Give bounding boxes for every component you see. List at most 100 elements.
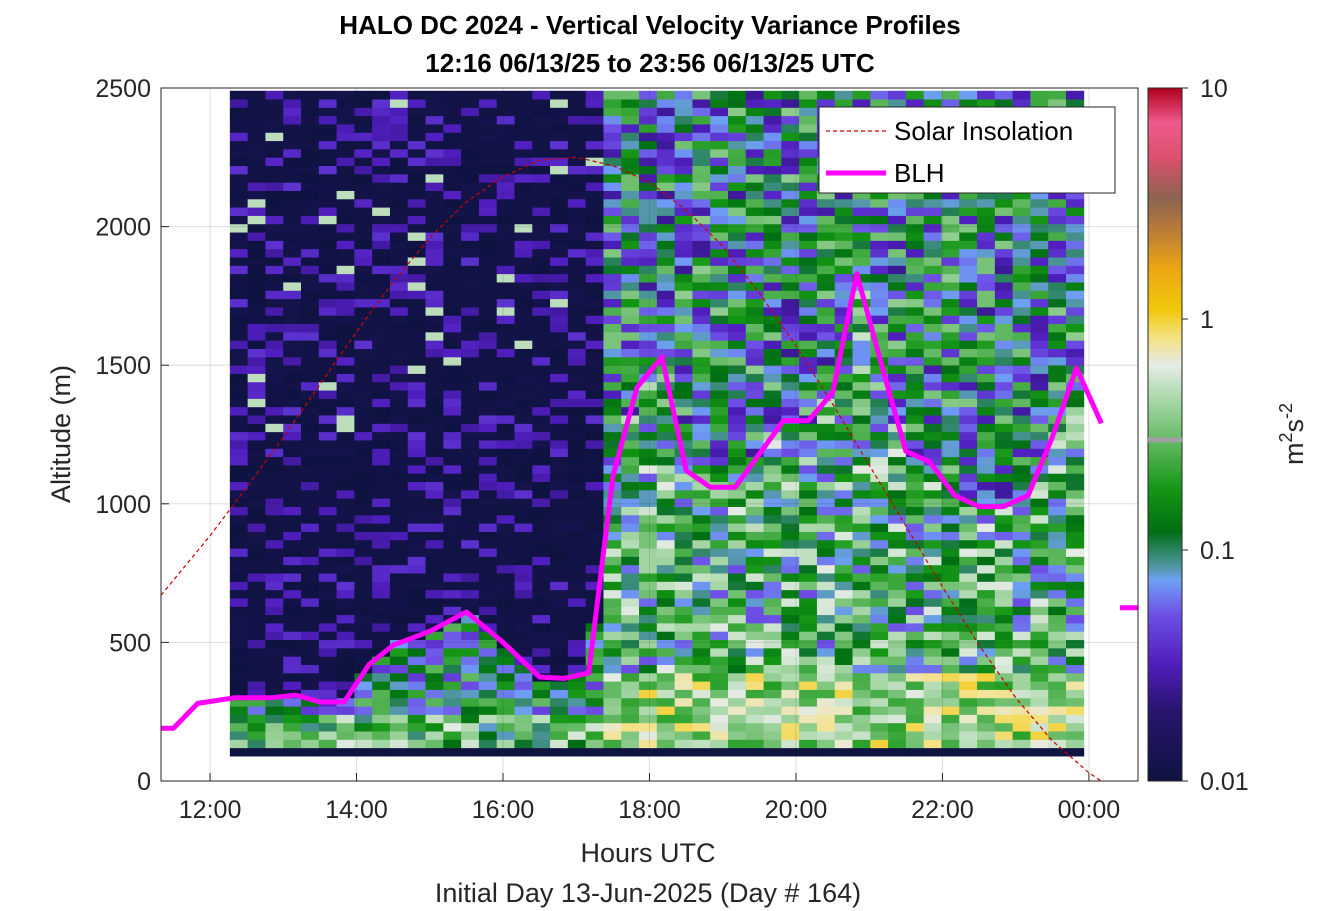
heatmap-cell <box>692 331 711 341</box>
heatmap-cell <box>603 548 622 557</box>
heatmap-cell <box>692 107 711 117</box>
heatmap-cell <box>550 365 569 374</box>
heatmap-cell <box>461 506 480 516</box>
heatmap-cell <box>763 323 782 333</box>
heatmap-cell <box>478 448 498 458</box>
heatmap-cell <box>283 265 302 275</box>
heatmap-cell <box>763 556 782 566</box>
heatmap-cell <box>247 556 266 566</box>
heatmap-cell <box>301 107 320 117</box>
heatmap-cell <box>532 165 551 175</box>
heatmap-cell <box>283 223 302 233</box>
heatmap-cell <box>372 548 391 557</box>
heatmap-cell <box>905 232 925 241</box>
heatmap-cell <box>354 523 373 532</box>
heatmap-cell <box>567 173 587 183</box>
heatmap-cell <box>354 182 373 191</box>
heatmap-cell <box>372 124 391 133</box>
heatmap-cell <box>674 747 693 757</box>
heatmap-cell <box>745 381 764 391</box>
heatmap-cell <box>977 623 996 632</box>
heatmap-cell <box>888 298 907 308</box>
heatmap-cell <box>905 598 925 607</box>
heatmap-cell <box>656 390 676 399</box>
heatmap-cell <box>372 623 391 632</box>
heatmap-cell <box>461 589 480 599</box>
heatmap-cell <box>1012 406 1031 416</box>
heatmap-cell <box>727 739 747 749</box>
heatmap-cell <box>265 273 284 283</box>
heatmap-cell <box>461 697 480 707</box>
heatmap-cell <box>229 148 249 158</box>
heatmap-cell <box>443 140 462 150</box>
heatmap-cell <box>923 556 942 566</box>
heatmap-cell <box>977 722 996 732</box>
heatmap-cell <box>318 398 337 408</box>
heatmap-cell <box>674 714 693 724</box>
heatmap-cell <box>585 464 604 474</box>
heatmap-cell <box>905 606 925 616</box>
heatmap-cell <box>461 182 480 191</box>
heatmap-cell <box>550 223 569 233</box>
heatmap-cell <box>781 182 800 191</box>
heatmap-cell <box>1012 481 1031 491</box>
heatmap-cell <box>977 356 996 366</box>
heatmap-cell <box>994 639 1014 649</box>
heatmap-cell <box>389 431 409 441</box>
heatmap-cell <box>1048 714 1067 724</box>
heatmap-cell <box>941 548 960 557</box>
heatmap-cell <box>229 165 249 175</box>
heatmap-cell <box>905 440 925 449</box>
x-tick-label: 12:00 <box>179 796 242 824</box>
heatmap-cell <box>496 90 515 100</box>
heatmap-cell <box>389 115 409 125</box>
heatmap-cell <box>265 731 284 740</box>
heatmap-cell <box>532 539 551 549</box>
heatmap-cell <box>1048 290 1067 300</box>
heatmap-cell <box>425 215 444 225</box>
heatmap-cell <box>745 664 764 674</box>
heatmap-cell <box>229 697 249 707</box>
heatmap-cell <box>799 598 818 607</box>
heatmap-cell <box>318 489 337 499</box>
heatmap-cell <box>496 614 515 624</box>
heatmap-cell <box>567 573 587 582</box>
heatmap-cell <box>301 290 320 300</box>
heatmap-cell <box>852 265 871 275</box>
heatmap-cell <box>514 257 533 266</box>
heatmap-cell <box>674 589 693 599</box>
heatmap-cell <box>816 381 836 391</box>
heatmap-cell <box>710 697 729 707</box>
heatmap-cell <box>727 90 747 100</box>
heatmap-cell <box>461 398 480 408</box>
heatmap-cell <box>959 198 978 208</box>
heatmap-cell <box>514 99 533 108</box>
heatmap-cell <box>336 223 355 233</box>
heatmap-cell <box>763 498 782 507</box>
heatmap-cell <box>977 589 996 599</box>
y-tick-label: 1000 <box>95 491 151 519</box>
heatmap-cell <box>372 564 391 574</box>
heatmap-cell <box>692 215 711 225</box>
heatmap-cell <box>336 539 355 549</box>
heatmap-cell <box>888 706 907 715</box>
heatmap-cell <box>799 373 818 383</box>
heatmap-cell <box>603 423 622 433</box>
heatmap-cell <box>514 672 533 682</box>
heatmap-cell <box>389 614 409 624</box>
heatmap-cell <box>994 489 1014 499</box>
heatmap-cell <box>727 564 747 574</box>
heatmap-cell <box>977 498 996 507</box>
heatmap-cell <box>247 664 266 674</box>
heatmap-cell <box>550 656 569 665</box>
heatmap-cell <box>977 606 996 616</box>
heatmap-cell <box>372 157 391 167</box>
heatmap-cell <box>354 398 373 408</box>
heatmap-cell <box>389 99 409 108</box>
heatmap-cell <box>567 340 587 349</box>
heatmap-cell <box>389 398 409 408</box>
heatmap-cell <box>247 381 266 391</box>
heatmap-cell <box>639 664 658 674</box>
heatmap-cell <box>852 656 871 665</box>
heatmap-cell <box>389 207 409 216</box>
